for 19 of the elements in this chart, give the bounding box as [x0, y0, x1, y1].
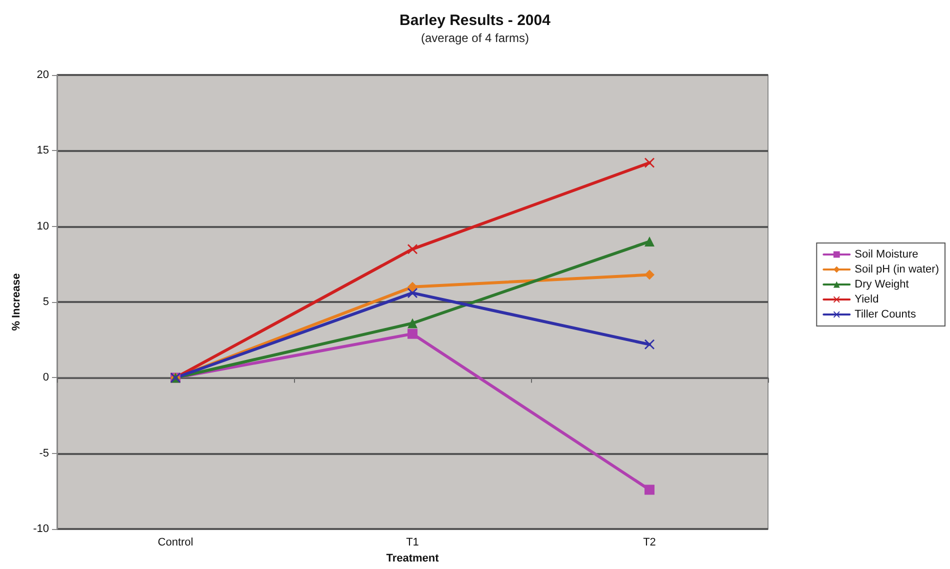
y-tick-label: 10: [36, 220, 49, 232]
y-tick-label: -5: [39, 447, 49, 460]
x-tick-label: T2: [643, 536, 656, 549]
x-tick-label: T1: [406, 536, 419, 549]
x-axis-title: Treatment: [386, 552, 440, 564]
y-tick-label: 0: [42, 372, 49, 384]
y-tick-label: 5: [42, 296, 49, 308]
y-tick-label: 20: [36, 69, 49, 81]
x-tick-label: Control: [158, 536, 194, 549]
legend-label: Soil Moisture: [854, 248, 918, 260]
y-tick-label: -10: [33, 523, 49, 536]
legend-label: Dry Weight: [854, 278, 909, 290]
y-axis-title: % Increase: [10, 273, 23, 331]
chart-subtitle: (average of 4 farms): [420, 31, 530, 45]
legend-label: Soil pH (in water): [854, 264, 939, 276]
legend-label: Yield: [854, 294, 879, 306]
y-tick-label: 15: [36, 144, 49, 157]
chart-title: Barley Results - 2004: [400, 12, 552, 29]
legend-label: Tiller Counts: [854, 308, 916, 320]
